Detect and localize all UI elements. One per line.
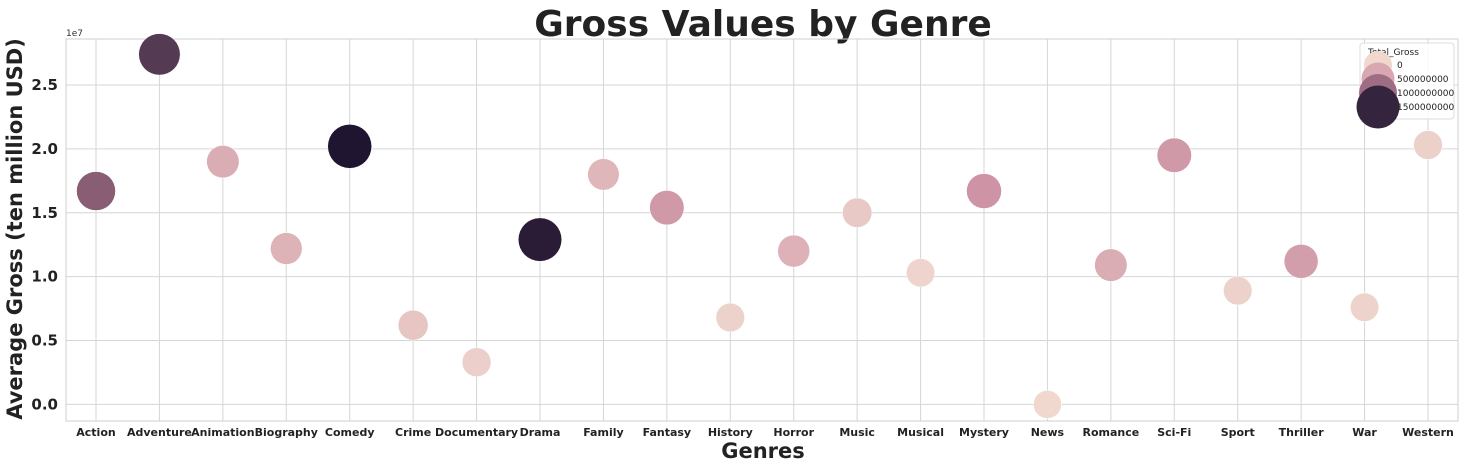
y-tick-label: 0.0 xyxy=(31,395,58,413)
data-point-mystery xyxy=(966,173,1002,209)
y-tick-label: 2.0 xyxy=(31,140,58,158)
data-point-action xyxy=(76,171,116,211)
data-point-horror xyxy=(777,234,810,268)
x-tick-label: Drama xyxy=(520,426,561,439)
legend-entry-label: 500000000 xyxy=(1397,75,1449,85)
data-point-history xyxy=(715,302,745,333)
x-tick-label: War xyxy=(1352,426,1377,439)
x-tick-label: Romance xyxy=(1082,426,1139,439)
data-point-thriller xyxy=(1283,244,1319,279)
plot-frame xyxy=(65,38,1459,422)
y-tick-label: 0.5 xyxy=(31,332,58,350)
x-tick-label: Comedy xyxy=(325,426,375,439)
legend-entry-label: 0 xyxy=(1397,61,1403,71)
x-tick-label: Mystery xyxy=(959,426,1009,439)
x-tick-label: Documentary xyxy=(435,426,518,439)
x-tick-label: Sport xyxy=(1221,426,1255,439)
legend-entry-label: 1000000000 xyxy=(1397,89,1455,99)
y-tick-label: 1.0 xyxy=(31,268,58,286)
x-tick-label: Family xyxy=(583,426,623,439)
data-point-western xyxy=(1413,130,1443,160)
x-tick-label: Musical xyxy=(897,426,944,439)
data-point-documentary xyxy=(461,347,492,377)
data-point-biography xyxy=(270,232,303,265)
y-tick-label: 2.5 xyxy=(31,76,58,94)
data-point-family xyxy=(587,158,620,191)
data-point-fantasy xyxy=(649,190,685,226)
chart-title: Gross Values by Genre xyxy=(534,4,992,45)
x-tick-label: Music xyxy=(839,426,875,439)
data-point-war xyxy=(1350,292,1380,322)
data-point-sport xyxy=(1223,276,1253,306)
x-tick-label: Thriller xyxy=(1279,426,1325,439)
x-tick-label: History xyxy=(708,426,753,439)
x-tick-label: Fantasy xyxy=(643,426,692,439)
x-tick-label: Action xyxy=(76,426,115,439)
data-point-animation xyxy=(206,145,240,179)
data-point-adventure xyxy=(138,33,181,76)
x-tick-label: Sci-Fi xyxy=(1157,426,1191,439)
x-tick-label: Crime xyxy=(395,426,431,439)
data-point-musical xyxy=(906,258,936,288)
y-offset-label: 1e7 xyxy=(66,29,83,39)
x-tick-label: Animation xyxy=(191,426,254,439)
x-tick-label: Biography xyxy=(255,426,318,439)
x-tick-label: News xyxy=(1031,426,1065,439)
data-point-crime xyxy=(397,309,429,341)
y-tick-label: 1.5 xyxy=(31,204,58,222)
data-point-romance xyxy=(1094,248,1128,282)
x-tick-label: Western xyxy=(1402,426,1454,439)
data-point-sci-fi xyxy=(1156,137,1192,173)
x-tick-label: Adventure xyxy=(127,426,192,439)
legend-entry-label: 1500000000 xyxy=(1397,103,1455,113)
data-point-music xyxy=(842,197,873,228)
x-axis-label: Genres xyxy=(721,439,805,463)
data-point-drama xyxy=(518,217,562,262)
y-axis-label: Average Gross (ten million USD) xyxy=(3,38,27,420)
legend-title: Total_Gross xyxy=(1367,48,1419,58)
x-tick-label: Horror xyxy=(773,426,814,439)
legend-marker xyxy=(1356,85,1400,129)
data-point-news xyxy=(1033,390,1062,419)
data-point-comedy xyxy=(327,124,372,169)
legend: Total_Gross 0 500000000 1000000000 150000000… xyxy=(1356,42,1455,129)
